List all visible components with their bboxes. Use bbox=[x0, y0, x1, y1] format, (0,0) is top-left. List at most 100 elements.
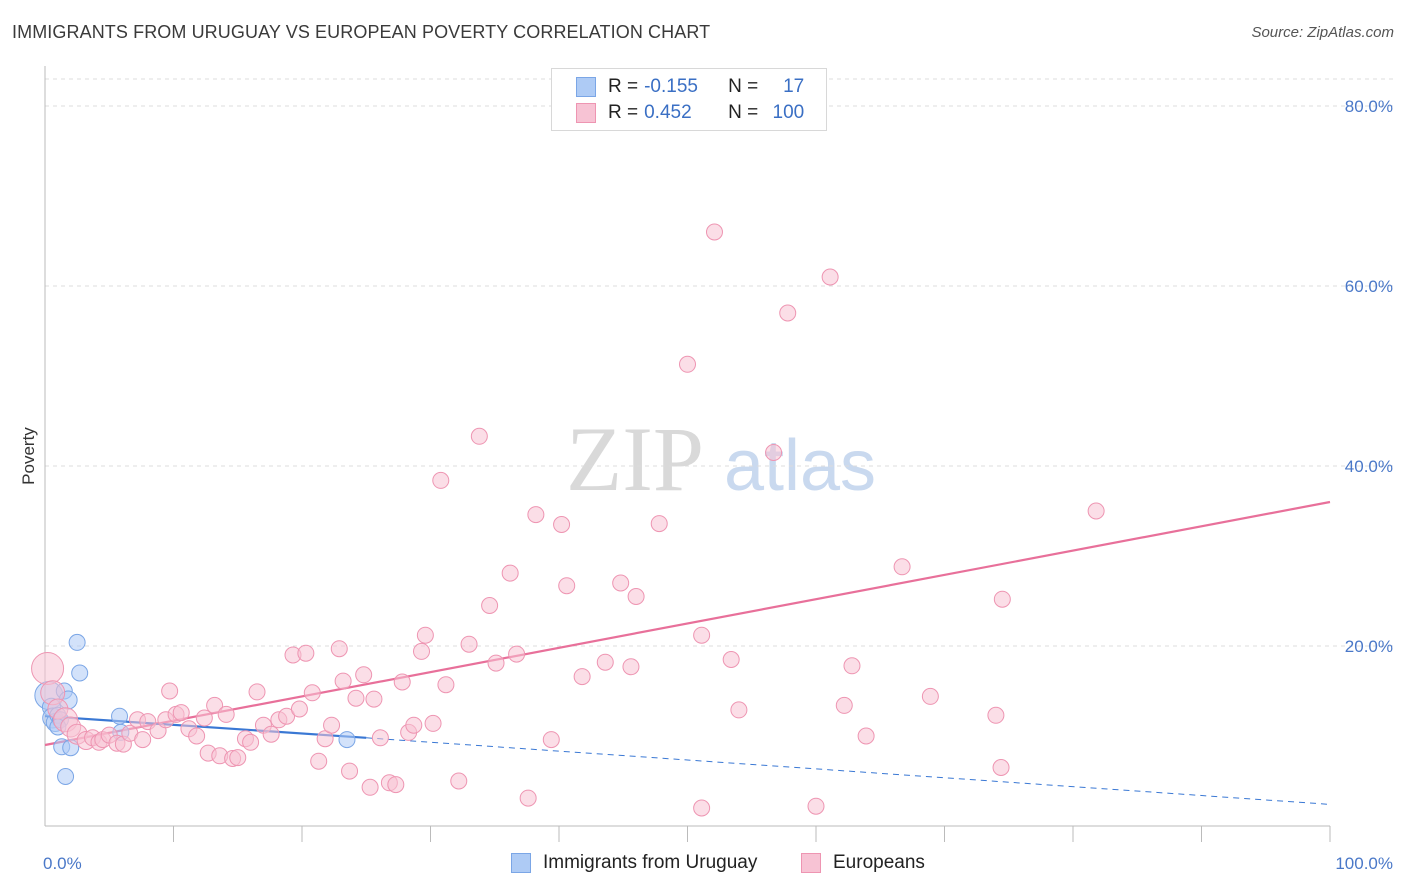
legend-n-value: 17 bbox=[783, 76, 805, 97]
european-point bbox=[330, 640, 348, 658]
bottom-legend-swatch-europeans bbox=[801, 853, 821, 873]
european-point bbox=[470, 427, 488, 445]
european-point bbox=[508, 645, 526, 663]
european-point bbox=[487, 654, 505, 672]
european-point bbox=[188, 727, 206, 745]
european-point bbox=[365, 690, 383, 708]
european-point bbox=[460, 635, 478, 653]
european-point bbox=[622, 658, 640, 676]
y-tick-label: 20.0% bbox=[1345, 637, 1393, 656]
european-point bbox=[413, 642, 431, 660]
european-point bbox=[519, 789, 537, 807]
x-tick-label: 100.0% bbox=[1335, 854, 1393, 873]
european-point bbox=[807, 797, 825, 815]
european-point bbox=[262, 725, 280, 743]
european-point bbox=[242, 733, 260, 751]
european-point bbox=[432, 471, 450, 489]
european-trend-line bbox=[44, 500, 1331, 747]
european-point bbox=[596, 653, 614, 671]
european-point bbox=[921, 687, 939, 705]
european-point bbox=[835, 696, 853, 714]
legend-n-value: 100 bbox=[772, 102, 805, 123]
bottom-legend-swatch-uruguay bbox=[511, 853, 531, 873]
european-point bbox=[693, 799, 711, 817]
uruguay-point bbox=[68, 633, 86, 651]
european-point bbox=[705, 223, 723, 241]
uruguay-trend-extension bbox=[366, 737, 1331, 805]
legend-r-label: R = bbox=[608, 76, 639, 97]
source-credit: Source: ZipAtlas.com bbox=[1251, 24, 1394, 41]
european-point bbox=[206, 696, 224, 714]
european-point bbox=[172, 704, 190, 722]
legend-n-label: N = bbox=[728, 102, 759, 123]
european-point bbox=[779, 304, 797, 322]
uruguay-point bbox=[57, 768, 75, 785]
european-point bbox=[765, 444, 783, 461]
european-point bbox=[437, 676, 455, 694]
european-point bbox=[371, 729, 389, 747]
european-point bbox=[1087, 502, 1105, 520]
trend-lines bbox=[44, 500, 1331, 805]
european-point bbox=[229, 749, 247, 767]
european-point bbox=[992, 759, 1010, 776]
bottom-legend-label-europeans: Europeans bbox=[833, 852, 925, 873]
european-point bbox=[297, 644, 315, 662]
european-point bbox=[857, 727, 875, 745]
chart-title: IMMIGRANTS FROM URUGUAY VS EUROPEAN POVE… bbox=[12, 22, 711, 42]
watermark-zip: ZIP bbox=[566, 408, 704, 510]
y-axis-label: Poverty bbox=[19, 427, 38, 485]
european-point bbox=[278, 707, 296, 725]
european-point bbox=[393, 673, 411, 691]
european-point bbox=[542, 731, 560, 749]
bottom-legend-label-uruguay: Immigrants from Uruguay bbox=[543, 852, 758, 873]
european-point bbox=[134, 731, 152, 749]
legend-n-label: N = bbox=[728, 76, 759, 97]
x-tick-label: 0.0% bbox=[43, 854, 82, 873]
european-point bbox=[893, 558, 911, 576]
european-point bbox=[558, 577, 576, 595]
uruguay-point bbox=[338, 731, 356, 749]
european-point bbox=[290, 700, 308, 718]
legend-box: R = -0.155 N = 17 R = 0.452 N = 100 bbox=[551, 68, 827, 131]
european-point bbox=[195, 709, 213, 727]
european-point bbox=[405, 716, 423, 734]
uruguay-point bbox=[71, 664, 89, 682]
european-point bbox=[424, 714, 442, 732]
grid-lines bbox=[45, 78, 1394, 647]
european-point bbox=[730, 701, 748, 719]
watermark: ZIP atlas bbox=[566, 408, 876, 510]
legend-row-uruguay: R = -0.155 N = 17 bbox=[576, 75, 804, 99]
european-point bbox=[501, 564, 519, 582]
european-point bbox=[341, 762, 359, 780]
european-point bbox=[347, 689, 365, 707]
european-point bbox=[821, 268, 839, 286]
european-point bbox=[993, 590, 1011, 608]
european-point bbox=[481, 597, 499, 614]
y-tick-label: 80.0% bbox=[1345, 97, 1393, 116]
uruguay-point bbox=[111, 707, 129, 725]
european-point bbox=[987, 706, 1005, 724]
european-point bbox=[323, 716, 341, 734]
european-point bbox=[303, 684, 321, 702]
legend-r-value: 0.452 bbox=[644, 102, 692, 123]
bottom-legend: Immigrants from Uruguay Europeans bbox=[0, 852, 1406, 878]
european-point bbox=[334, 672, 352, 690]
bottom-legend-uruguay[interactable]: Immigrants from Uruguay bbox=[511, 852, 757, 874]
legend-swatch-uruguay bbox=[576, 77, 596, 97]
european-point bbox=[722, 651, 740, 668]
european-point bbox=[612, 574, 630, 592]
european-point bbox=[248, 683, 266, 701]
european-point bbox=[553, 516, 571, 533]
legend-r-label: R = bbox=[608, 102, 639, 123]
legend-row-europeans: R = 0.452 N = 100 bbox=[576, 101, 804, 125]
european-point bbox=[361, 778, 379, 796]
european-point bbox=[161, 682, 179, 700]
european-point bbox=[387, 776, 405, 794]
european-point bbox=[31, 652, 65, 685]
european-point bbox=[627, 588, 645, 605]
european-point bbox=[527, 506, 545, 524]
bottom-legend-europeans[interactable]: Europeans bbox=[801, 852, 925, 874]
european-point bbox=[217, 705, 235, 723]
tick-labels: 20.0% 40.0% 60.0% 80.0% 0.0% 100.0% bbox=[43, 97, 1393, 873]
